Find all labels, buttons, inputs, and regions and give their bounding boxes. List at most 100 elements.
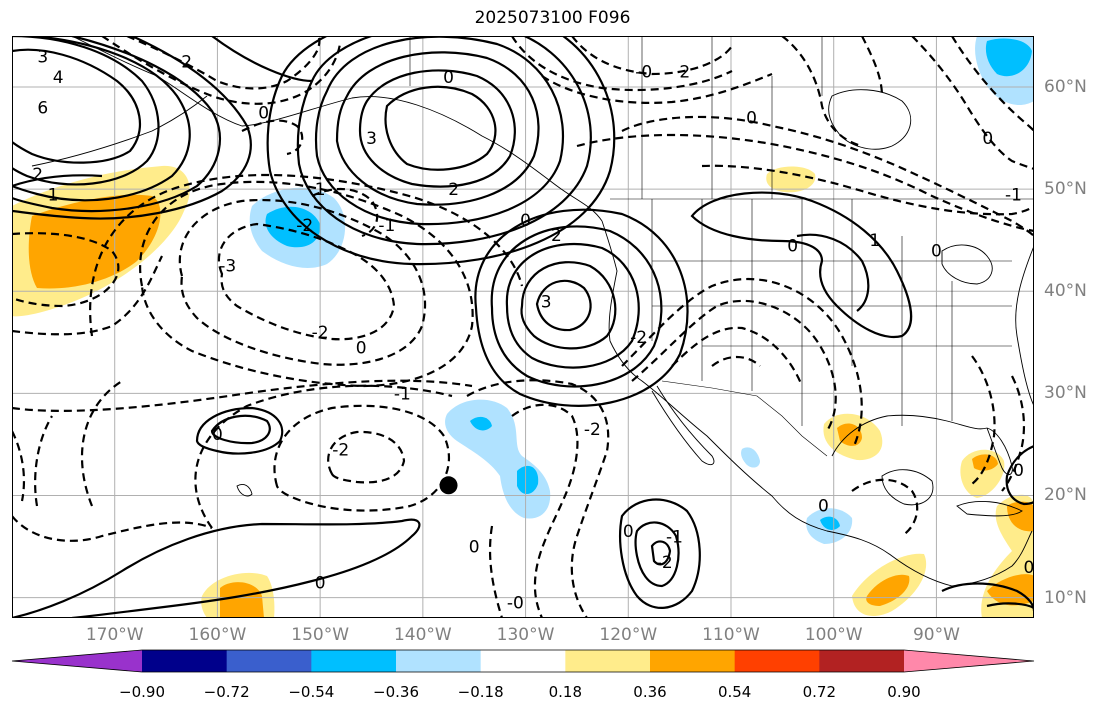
positive-anomaly-area	[766, 166, 816, 193]
contour-label: 0	[787, 236, 798, 256]
contour-label: 0	[623, 522, 634, 542]
cuba	[956, 501, 1023, 517]
contour-label: 0	[746, 109, 757, 129]
colorbar-segment	[734, 650, 820, 672]
contour-label: -2	[296, 216, 313, 236]
gridlines	[12, 36, 1034, 618]
contour-label: 2	[551, 226, 562, 246]
lon-tick-label: 150°W	[291, 625, 350, 645]
colorbar-extend-high	[904, 650, 1034, 672]
contour-label: 0	[982, 129, 993, 149]
us-mexico-border	[661, 380, 828, 457]
colorbar-tick-label: 0.54	[717, 683, 752, 701]
contour-label: 3	[366, 129, 377, 149]
negative-anomaly-area	[820, 516, 840, 530]
hudson-bay	[828, 89, 912, 150]
coastlines	[31, 36, 1034, 587]
lat-tick-label: 40°N	[1044, 281, 1087, 302]
east-coast	[1015, 245, 1034, 407]
negative-anomaly-area	[741, 447, 760, 468]
negative-anomaly-area	[445, 399, 551, 519]
contour-label: 0	[356, 338, 367, 358]
contour-label: 0	[443, 68, 454, 88]
gulf-coast	[831, 414, 988, 457]
contour-label: -2	[656, 553, 673, 573]
contour-label: 2	[679, 63, 690, 83]
colorbar-segment	[226, 650, 312, 672]
lon-tick-label: 120°W	[599, 625, 658, 645]
canada-coast	[601, 220, 618, 342]
colorbar-tick-label: −0.72	[203, 683, 250, 701]
contour-label: -3	[219, 257, 236, 277]
contour-label: 0	[212, 425, 223, 445]
contour-label: -1	[1005, 185, 1022, 205]
contour-label: -0	[635, 63, 652, 83]
contour-label: -1	[378, 216, 395, 236]
colorbar-segment	[396, 650, 482, 672]
lat-tick-label: 10°N	[1044, 587, 1087, 608]
contour-label: 6	[37, 98, 48, 118]
florida	[986, 427, 1013, 475]
us-west-coast	[609, 340, 1033, 587]
map-title: 2025073100 F096	[474, 8, 631, 28]
colorbar-tick-label: 0.36	[633, 683, 667, 701]
bering-coast	[71, 36, 158, 77]
negative-anomaly-area	[265, 206, 321, 248]
positive-anomaly-area	[1007, 501, 1034, 532]
contour-label: 2	[181, 53, 192, 73]
lon-tick-label: 170°W	[85, 625, 144, 645]
contour-label: -0	[507, 594, 524, 614]
map-area[interactable]: 3 4 6 2 0 3 2 0 -0 2 0 2 1 1 -2 -1 -3 -2 0 -1 0 -2 -2 2 0 3 -2 0 1 0 0…	[12, 36, 1034, 618]
contour-label: 0	[520, 211, 531, 231]
colorbar-segment	[819, 650, 905, 672]
contour-label: -2	[584, 420, 601, 440]
positive-anomaly-area	[866, 574, 910, 606]
colorbar	[11, 649, 1035, 673]
lat-tick-label: 60°N	[1044, 77, 1087, 98]
location-marker[interactable]	[439, 476, 458, 495]
contour-label: -2	[312, 323, 329, 343]
colorbar-tick-label: 0.18	[548, 683, 583, 701]
colorbar-extend-low	[12, 650, 142, 672]
negative-anomaly-area	[985, 38, 1032, 77]
lon-tick-label: 140°W	[393, 625, 452, 645]
lon-tick-label: 90°W	[912, 625, 960, 645]
contour-label: 1	[315, 180, 326, 200]
contour-label: 0	[818, 497, 829, 517]
contour-label: 0	[1023, 558, 1034, 578]
colorbar-tick-label: −0.36	[373, 683, 419, 701]
colorbar-tick-label: −0.90	[119, 683, 165, 701]
colorbar-tick-label: −0.54	[288, 683, 335, 701]
colorbar-segments	[11, 649, 1035, 673]
lon-tick-label: 100°W	[804, 625, 863, 645]
contour-label: 1	[48, 185, 59, 205]
colorbar-segment	[650, 650, 736, 672]
contour-label: 0	[258, 104, 269, 124]
contour-label: -2	[630, 328, 647, 348]
contour-label: 1	[869, 231, 880, 251]
colorbar-tick-label: 0.72	[802, 683, 837, 701]
state-borders	[651, 199, 1012, 426]
colorbar-segment	[311, 650, 397, 672]
lon-tick-label: 160°W	[188, 625, 247, 645]
colorbar-segment	[565, 650, 651, 672]
baja-peninsula	[651, 385, 715, 466]
great-lakes	[941, 244, 993, 285]
contour-label: 0	[315, 573, 326, 593]
lat-tick-label: 50°N	[1044, 179, 1087, 200]
negative-anomaly-area	[517, 465, 539, 495]
colorbar-segment	[480, 650, 566, 672]
aleutian-chain	[31, 95, 208, 167]
contour-label: 2	[448, 180, 459, 200]
contour-label: 0	[931, 241, 942, 261]
lat-tick-label: 20°N	[1044, 485, 1087, 506]
contour-label: 3	[37, 47, 48, 67]
alaska-coast	[156, 75, 603, 222]
positive-anomaly-area	[972, 454, 998, 471]
positive-contours	[12, 36, 1034, 618]
contour-label: 3	[541, 292, 552, 312]
shading-layer	[12, 36, 1034, 618]
contour-label: 0	[469, 538, 480, 558]
contour-label: -2	[332, 441, 349, 461]
